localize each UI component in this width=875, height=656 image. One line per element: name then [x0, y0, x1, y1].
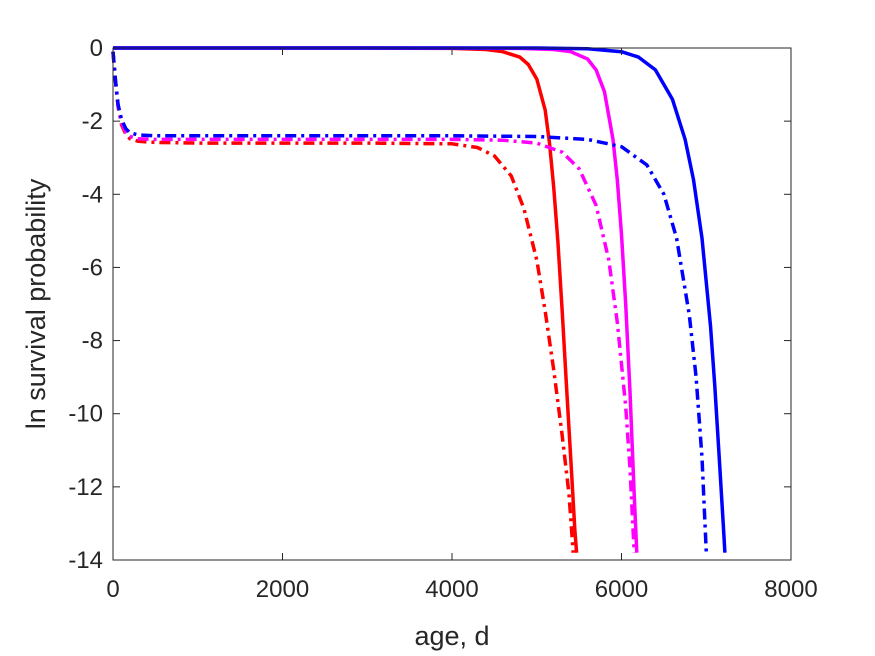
plot-area-background: [113, 48, 791, 560]
x-tick-label: 4000: [425, 576, 478, 603]
y-tick-label: -6: [82, 254, 103, 281]
x-axis-label: age, d: [414, 621, 489, 651]
y-tick-label: -14: [68, 547, 103, 574]
tick-layer: 0 2000 4000 6000 8000 0 -2 -4 -6 -8 -10 -12 -14: [68, 35, 817, 603]
y-tick-label: -4: [82, 181, 103, 208]
y-tick-label: -10: [68, 401, 103, 428]
y-tick-label: -12: [68, 474, 103, 501]
series-line-6-dashdot: [111, 51, 709, 553]
x-tick-label: 2000: [256, 576, 309, 603]
x-tick-label: 6000: [595, 576, 648, 603]
x-tick-label: 8000: [764, 576, 817, 603]
y-tick-label: -2: [82, 108, 103, 135]
y-axis-label: ln survival probability: [21, 178, 51, 429]
x-tick-label: 0: [106, 576, 119, 603]
y-tick-label: -8: [82, 328, 103, 355]
y-tick-label: 0: [90, 35, 103, 62]
